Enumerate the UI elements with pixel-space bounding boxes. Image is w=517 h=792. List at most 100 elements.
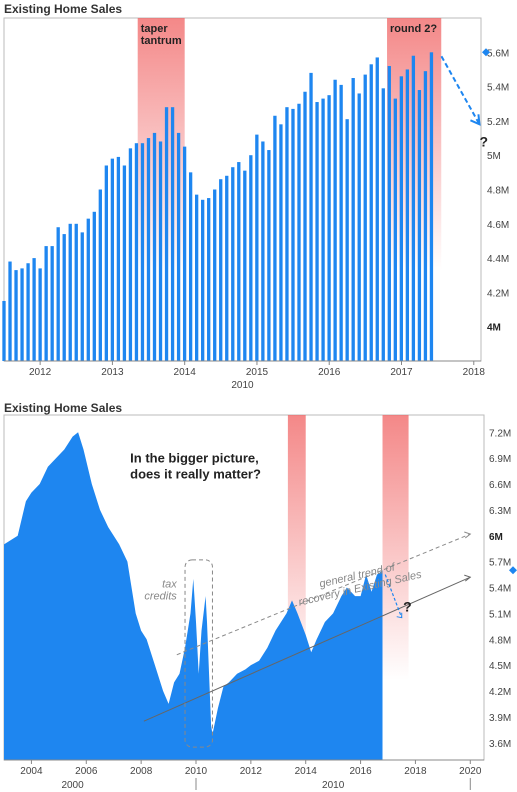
last-value-marker [509, 566, 517, 575]
x-tick-label: 2020 [459, 766, 482, 777]
bar [279, 124, 283, 361]
trend-arrow-lower-head [464, 574, 472, 582]
y-tick-label: 4.2M [489, 687, 511, 698]
bar [267, 150, 271, 361]
bar [140, 143, 145, 361]
x-tick-label: 2006 [75, 766, 98, 777]
bar [44, 246, 48, 361]
bar [8, 261, 12, 361]
y-tick-label: 4.8M [489, 635, 511, 646]
x-tick-label: 2008 [130, 766, 153, 777]
bar [363, 74, 367, 361]
shaded-period [382, 415, 409, 680]
bar [297, 103, 301, 361]
trend-arrow-upper-head [464, 531, 472, 539]
bar [128, 148, 133, 361]
y-tick-label: 5M [487, 151, 501, 162]
bar [201, 199, 205, 361]
bar [98, 189, 102, 361]
bar [164, 107, 169, 362]
bar [38, 268, 42, 361]
bar [26, 263, 30, 361]
y-tick-label: 5.4M [487, 83, 509, 94]
bar [237, 162, 241, 361]
bar [104, 165, 109, 361]
bar [188, 172, 193, 361]
x-tick-label: 2014 [295, 766, 318, 777]
y-tick-label: 3.9M [489, 713, 511, 724]
bar [20, 268, 24, 361]
chart-1: taper tantrum round 2?? 4.2M 4.4M 4.6M 4.8M 5M 5… [2, 17, 509, 391]
x-tick-label: 2015 [246, 367, 269, 378]
trend-arrow-lower [143, 576, 471, 722]
trend-arrow-upper [176, 533, 471, 656]
x-tick-label: 2004 [20, 766, 43, 777]
bar [152, 132, 157, 361]
y-tick-label: 6.3M [489, 506, 511, 517]
bar [249, 155, 253, 361]
y-tick-label: 6M [489, 532, 503, 543]
bar [357, 93, 361, 362]
bar [243, 170, 247, 361]
bar [423, 71, 428, 361]
question-mark: ? [479, 133, 488, 149]
y-tick-label: 4.6M [487, 220, 509, 231]
projection-arrow [440, 55, 481, 125]
bar [285, 107, 289, 362]
y-tick-label: 4M [487, 323, 501, 334]
bar [50, 246, 54, 361]
y-tick-label: 6.9M [489, 454, 511, 465]
bar [134, 143, 139, 361]
x-tick-label: 2018 [404, 766, 427, 777]
bar [309, 72, 313, 361]
x-era-label: 2010 [231, 380, 254, 391]
projection-arrow [384, 574, 403, 618]
bar [116, 156, 121, 361]
y-tick-label: 5.6M [487, 48, 509, 59]
bar [225, 175, 229, 361]
bar [351, 78, 355, 362]
bar [399, 76, 403, 361]
x-tick-label: 2012 [240, 766, 263, 777]
y-tick-label: 5.1M [489, 609, 511, 620]
x-tick-label: 2012 [29, 367, 52, 378]
last-value-marker [482, 48, 490, 57]
tax-credits-label: tax credits [144, 579, 177, 603]
projection-arrow-head [470, 114, 481, 126]
bar [86, 218, 90, 361]
x-era-label: 2010 [322, 780, 345, 791]
x-tick-label: 2014 [174, 367, 197, 378]
x-tick-label: 2018 [463, 367, 486, 378]
bar [339, 84, 343, 361]
y-tick-label: 6.6M [489, 480, 511, 491]
shaded-period-label: round 2? [390, 23, 437, 35]
bar [176, 132, 181, 361]
bar [74, 223, 78, 361]
y-tick-label: 5.4M [489, 584, 511, 595]
bar [122, 165, 127, 361]
x-tick-label: 2017 [390, 367, 413, 378]
bar [315, 102, 319, 361]
bar [333, 79, 337, 362]
y-tick-label: 3.6M [489, 739, 511, 750]
bar [56, 227, 60, 361]
bar [375, 57, 379, 361]
x-tick-label: 2013 [101, 367, 124, 378]
y-tick-label: 4.5M [489, 661, 511, 672]
bar [381, 88, 385, 361]
bar [291, 108, 295, 362]
bar [80, 232, 84, 361]
bar [2, 300, 6, 361]
bar [14, 270, 18, 361]
y-tick-label: 5.2M [487, 117, 509, 128]
question-mark: ? [403, 599, 412, 615]
bar [429, 52, 434, 362]
bar [92, 211, 96, 361]
bar [32, 258, 36, 361]
bar [68, 223, 72, 361]
area-series [4, 432, 383, 760]
bar [345, 119, 349, 361]
bar [213, 189, 217, 361]
bar [405, 69, 410, 361]
bar [255, 134, 259, 361]
